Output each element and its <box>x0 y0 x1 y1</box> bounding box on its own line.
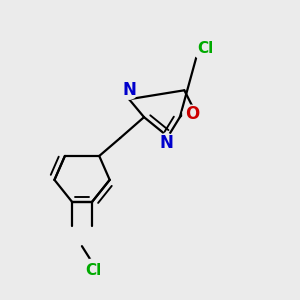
Text: Cl: Cl <box>197 41 213 56</box>
Circle shape <box>81 259 105 283</box>
Circle shape <box>120 81 138 99</box>
Circle shape <box>158 134 175 152</box>
Text: O: O <box>185 105 199 123</box>
Text: Cl: Cl <box>85 263 101 278</box>
Text: N: N <box>122 81 136 99</box>
Text: N: N <box>160 134 173 152</box>
Circle shape <box>183 105 201 123</box>
Circle shape <box>193 37 217 60</box>
